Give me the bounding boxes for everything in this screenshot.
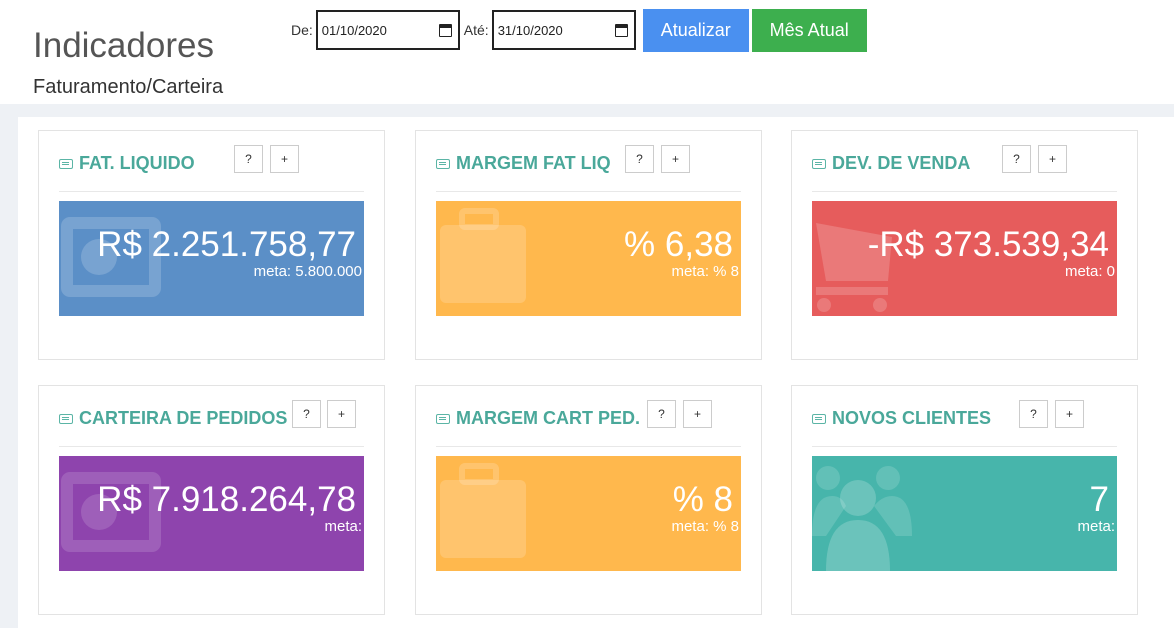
card-title: MARGEM FAT LIQ <box>436 153 611 174</box>
calendar-icon[interactable] <box>438 23 452 37</box>
comment-icon <box>59 413 73 424</box>
help-button[interactable]: ? <box>1019 400 1048 428</box>
card-title: MARGEM CART PED. <box>436 408 640 429</box>
stat-value: % 8 <box>672 480 733 519</box>
briefcase-icon <box>440 463 526 558</box>
expand-button[interactable]: + <box>1038 145 1067 173</box>
help-button[interactable]: ? <box>292 400 321 428</box>
expand-button[interactable]: + <box>327 400 356 428</box>
comment-icon <box>436 413 450 424</box>
expand-button[interactable]: + <box>683 400 712 428</box>
money-icon <box>61 217 161 297</box>
stat-box: 7 meta: <box>812 456 1117 571</box>
stat-meta: meta: <box>324 518 362 535</box>
card-title: DEV. DE VENDA <box>812 153 970 174</box>
date-filter-bar: De: 01/10/2020 Até: 31/10/2020 Atualizar… <box>291 8 867 52</box>
refresh-button[interactable]: Atualizar <box>642 8 749 52</box>
expand-button[interactable]: + <box>270 145 299 173</box>
kpi-card-carteira-de-pedidos: CARTEIRA DE PEDIDOS ? + R$ 7.918.264,78 … <box>38 385 385 615</box>
comment-icon <box>59 158 73 169</box>
stat-meta: meta: <box>1077 518 1115 535</box>
users-icon <box>812 466 912 571</box>
card-header: FAT. LIQUIDO ? + <box>59 131 364 192</box>
help-button[interactable]: ? <box>234 145 263 173</box>
stat-meta: meta: % 8 <box>671 518 739 535</box>
comment-icon <box>812 158 826 169</box>
card-header: MARGEM CART PED. ? + <box>436 386 741 447</box>
kpi-card-dev-de-venda: DEV. DE VENDA ? + -R$ 373.539,34 meta: 0 <box>791 130 1138 360</box>
comment-icon <box>436 158 450 169</box>
card-title-text: NOVOS CLIENTES <box>832 408 992 428</box>
page-subtitle: Faturamento/Carteira <box>33 76 224 98</box>
stat-meta: meta: 0 <box>1064 263 1115 280</box>
stat-box: -R$ 373.539,34 meta: 0 <box>812 201 1117 316</box>
from-date-label: De: <box>291 22 313 38</box>
comment-icon <box>812 413 826 424</box>
money-icon <box>61 472 161 552</box>
card-title: NOVOS CLIENTES <box>812 408 991 429</box>
help-button[interactable]: ? <box>1002 145 1031 173</box>
help-button[interactable]: ? <box>625 145 654 173</box>
to-date-label: Até: <box>463 22 489 38</box>
expand-button[interactable]: + <box>1055 400 1084 428</box>
expand-button[interactable]: + <box>661 145 690 173</box>
cart-icon <box>816 223 892 312</box>
card-title-text: CARTEIRA DE PEDIDOS <box>79 408 288 428</box>
card-header: CARTEIRA DE PEDIDOS ? + <box>59 386 364 447</box>
card-title-text: MARGEM FAT LIQ <box>456 153 611 173</box>
from-date-value: 01/10/2020 <box>321 22 387 38</box>
to-date-value: 31/10/2020 <box>497 22 563 38</box>
card-title-text: FAT. LIQUIDO <box>79 153 195 173</box>
stat-meta: meta: % 8 <box>671 263 739 280</box>
stat-value: -R$ 373.539,34 <box>867 225 1109 264</box>
stat-meta: meta: 5.800.000 <box>253 263 362 280</box>
to-date-input[interactable]: 31/10/2020 <box>491 10 636 50</box>
stat-value: 7 <box>1089 480 1109 519</box>
page-title: Indicadores <box>33 26 214 65</box>
card-header: MARGEM FAT LIQ ? + <box>436 131 741 192</box>
card-header: DEV. DE VENDA ? + <box>812 131 1117 192</box>
card-title-text: MARGEM CART PED. <box>456 408 640 428</box>
stat-value: % 6,38 <box>624 225 733 264</box>
briefcase-icon <box>440 208 526 303</box>
stat-box: % 6,38 meta: % 8 <box>436 201 741 316</box>
stat-box: % 8 meta: % 8 <box>436 456 741 571</box>
kpi-card-fat-liquido: FAT. LIQUIDO ? + R$ 2.251.758,77 meta: 5… <box>38 130 385 360</box>
card-header: NOVOS CLIENTES ? + <box>812 386 1117 447</box>
stat-value: R$ 7.918.264,78 <box>97 480 356 519</box>
help-button[interactable]: ? <box>647 400 676 428</box>
stat-box: R$ 2.251.758,77 meta: 5.800.000 <box>59 201 364 316</box>
kpi-card-margem-fat-liq: MARGEM FAT LIQ ? + % 6,38 meta: % 8 <box>415 130 762 360</box>
kpi-card-margem-cart-ped: MARGEM CART PED. ? + % 8 meta: % 8 <box>415 385 762 615</box>
kpi-card-novos-clientes: NOVOS CLIENTES ? + 7 meta: <box>791 385 1138 615</box>
card-title: FAT. LIQUIDO <box>59 153 195 174</box>
current-month-button[interactable]: Mês Atual <box>751 8 867 52</box>
card-title-text: DEV. DE VENDA <box>832 153 971 173</box>
stat-box: R$ 7.918.264,78 meta: <box>59 456 364 571</box>
stat-value: R$ 2.251.758,77 <box>97 225 356 264</box>
calendar-icon[interactable] <box>614 23 628 37</box>
from-date-input[interactable]: 01/10/2020 <box>315 10 460 50</box>
card-title: CARTEIRA DE PEDIDOS <box>59 408 287 429</box>
